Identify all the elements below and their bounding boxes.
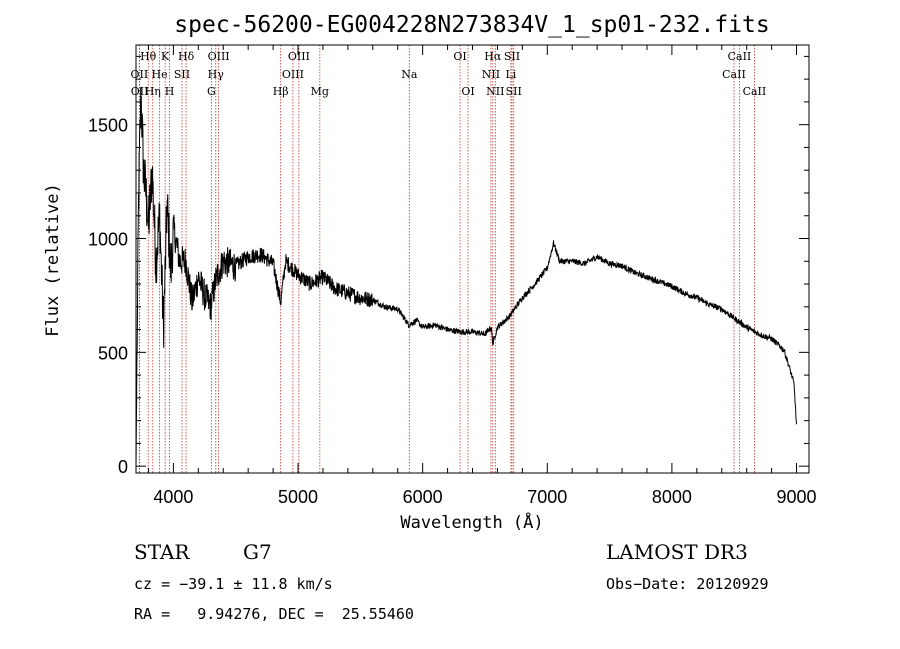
object-subclass: G7: [243, 540, 272, 564]
x-tick-label: 6000: [403, 487, 443, 507]
spectral-line-label: He: [152, 68, 168, 81]
spectral-line-label: Hθ: [140, 50, 157, 63]
y-tick-label: 1000: [88, 230, 128, 250]
x-tick-label: 7000: [527, 487, 567, 507]
spectral-line-label: OIII: [282, 68, 304, 81]
spectral-line-label: NII: [486, 85, 504, 98]
spectral-line-label: Na: [401, 68, 418, 81]
spectral-line-label: Mg: [311, 85, 329, 98]
coordinates: RA = 9.94276, DEC = 25.55460: [134, 605, 414, 623]
y-axis-ticks: 0 500 1000 1500: [88, 55, 809, 477]
spectral-line-label: CaII: [722, 68, 746, 81]
spectral-line-label: Hα: [484, 50, 502, 63]
object-class: STAR: [134, 540, 190, 564]
spectral-line-label: CaII: [728, 50, 752, 63]
spectral-line-label: OII: [131, 68, 149, 81]
chart-title: spec-56200-EG004228N273834V_1_sp01-232.f…: [174, 12, 769, 38]
x-tick-label: 4000: [153, 487, 193, 507]
spectral-line-label: Hβ: [273, 85, 289, 98]
spectral-line-label: K: [161, 50, 170, 63]
y-axis-label: Flux (relative): [43, 183, 63, 337]
spectral-line-label: SII: [174, 68, 190, 81]
spectral-line-label: OII: [131, 85, 149, 98]
y-tick-label: 1500: [88, 116, 128, 136]
spectral-line-label: OI: [453, 50, 466, 63]
survey-name: LAMOST DR3: [606, 540, 748, 564]
x-axis-ticks: 4000 5000 6000 7000 8000 9000: [147, 45, 817, 507]
observation-date: Obs−Date: 20120929: [606, 575, 769, 593]
redshift-cz: cz = −39.1 ± 11.8 km/s: [134, 575, 333, 593]
x-tick-label: 5000: [278, 487, 318, 507]
spectral-line-label: H: [165, 85, 175, 98]
x-tick-label: 9000: [777, 487, 817, 507]
spectral-line-label: NII: [482, 68, 500, 81]
spectral-line-label: SII: [506, 85, 522, 98]
spectral-line-label: G: [207, 85, 216, 98]
spectral-line-label: Hη: [145, 85, 161, 98]
spectral-line-label: Hδ: [178, 50, 195, 63]
x-axis-label: Wavelength (Å): [400, 511, 543, 533]
x-tick-label: 8000: [652, 487, 692, 507]
spectral-line-label: OI: [461, 85, 474, 98]
spectrum-line: [135, 87, 797, 467]
spectral-line-label: OIII: [288, 50, 310, 63]
y-tick-label: 500: [98, 343, 128, 363]
spectral-line-label: Li: [505, 68, 516, 81]
spectral-line-label: OIII: [208, 50, 230, 63]
spectral-line-label: Hγ: [208, 68, 225, 81]
y-tick-label: 0: [118, 457, 128, 477]
spectral-line-label: CaII: [743, 85, 767, 98]
spectral-line-label: SII: [504, 50, 520, 63]
